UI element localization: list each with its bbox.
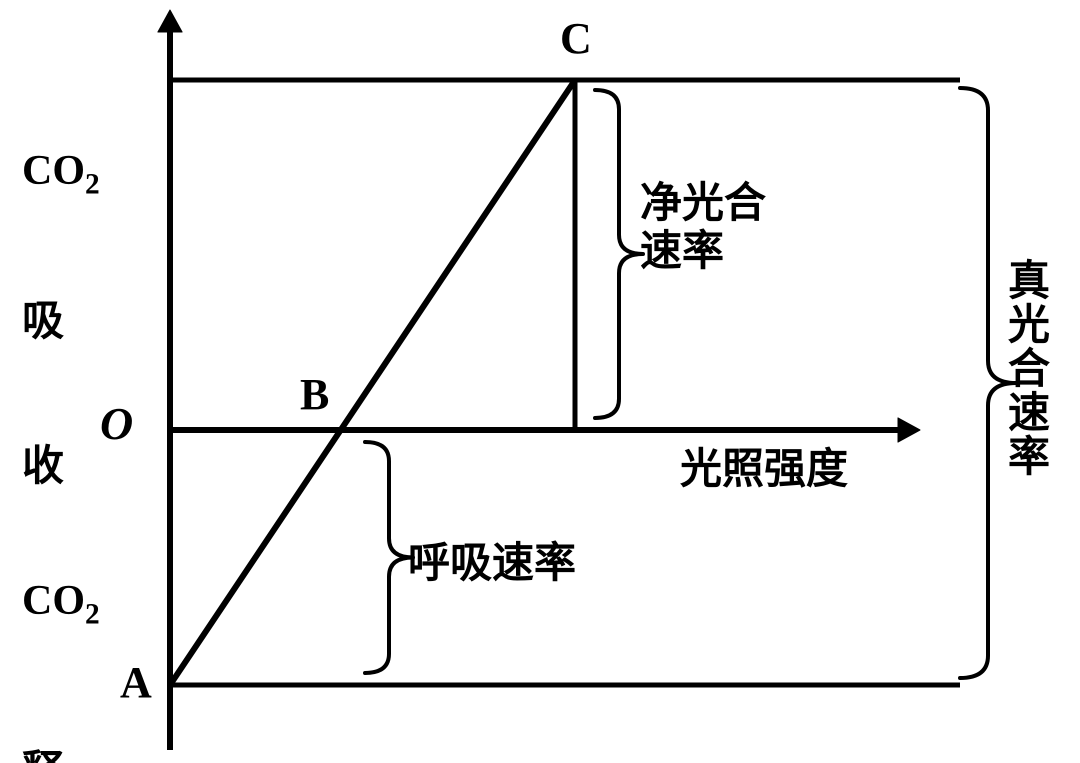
y-axis-upper-label: CO2 吸 收 <box>22 50 100 540</box>
diagram-svg <box>0 0 1080 763</box>
brace-resp <box>365 442 413 673</box>
y-axis-arrow <box>158 10 182 32</box>
x-axis-arrow <box>898 418 920 442</box>
respiration-rate-label: 呼吸速率 <box>408 540 576 588</box>
y-axis-lower-label: CO2 释 放 <box>22 480 100 763</box>
brace-net <box>595 90 643 418</box>
co2-lower-text: CO <box>22 578 85 624</box>
data-line <box>170 80 575 685</box>
net-rate-label: 净光合 速率 <box>640 180 766 277</box>
x-axis-label: 光照强度 <box>680 446 848 494</box>
point-a-label: A <box>120 658 152 709</box>
point-c-label: C <box>560 14 592 65</box>
release-line2: 释 <box>22 748 100 763</box>
co2-lower-sub: 2 <box>85 598 100 630</box>
co2-upper-sub: 2 <box>85 168 100 200</box>
co2-upper-text: CO <box>22 148 85 194</box>
true-rate-label: 真光合速率 <box>1008 260 1050 480</box>
absorb-line2: 吸 <box>22 298 100 346</box>
point-b-label: B <box>300 370 329 421</box>
origin-label: O <box>100 398 133 451</box>
